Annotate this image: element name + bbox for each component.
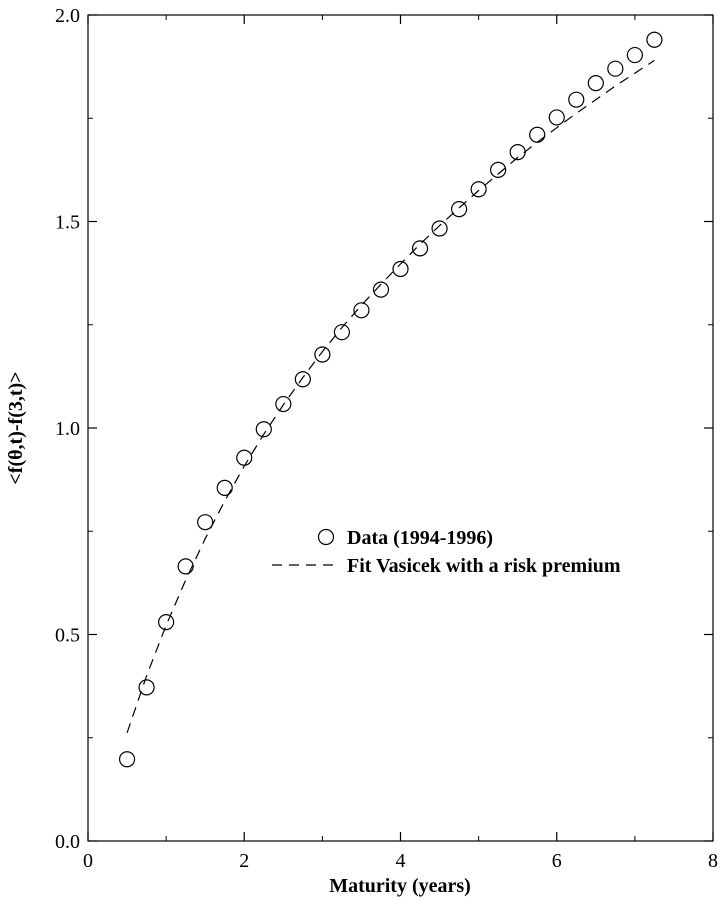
- y-tick-label: 0.5: [55, 625, 80, 647]
- data-point: [392, 260, 409, 278]
- data-point: [333, 324, 351, 341]
- data-point: [216, 479, 233, 496]
- data-point: [626, 46, 643, 64]
- x-tick-label: 8: [708, 850, 718, 872]
- data-point: [568, 91, 585, 108]
- data-point: [275, 395, 292, 413]
- y-axis-title: <f(θ,t)-f(3,t)>: [5, 371, 27, 484]
- legend-marker-data: [317, 528, 335, 546]
- x-axis-ticks: 0 2 4 6 8: [83, 15, 718, 872]
- data-point: [177, 558, 194, 575]
- legend-label-data: Data (1994-1996): [347, 527, 493, 549]
- y-axis-ticks: 0.0 0.5 1.0 1.5 2.0: [55, 5, 713, 853]
- data-point: [138, 679, 155, 696]
- data-point: [450, 201, 468, 218]
- data-point: [294, 371, 311, 388]
- x-axis-title: Maturity (years): [329, 875, 471, 897]
- data-point: [431, 220, 448, 237]
- data-point: [470, 181, 487, 198]
- data-point: [314, 346, 331, 363]
- data-point: [236, 449, 253, 466]
- data-point: [607, 60, 624, 77]
- series-layer: [118, 31, 663, 768]
- data-point: [490, 161, 507, 178]
- data-point: [548, 109, 565, 126]
- legend-label-fit: Fit Vasicek with a risk premium: [347, 555, 621, 577]
- data-point: [587, 75, 604, 92]
- data-point: [197, 514, 214, 531]
- y-tick-label: 1.5: [55, 212, 80, 234]
- y-tick-label: 2.0: [55, 5, 80, 27]
- data-point: [372, 281, 390, 298]
- x-tick-label: 2: [239, 850, 249, 872]
- data-point: [118, 751, 136, 768]
- data-point: [509, 144, 526, 161]
- fit-line: [126, 59, 655, 733]
- data-point: [411, 240, 429, 257]
- data-point: [353, 302, 370, 319]
- y-tick-label: 0.0: [55, 831, 80, 853]
- data-point: [646, 31, 663, 48]
- plot-frame: [87, 14, 714, 842]
- data-point: [255, 421, 272, 438]
- legend: Data (1994-1996) Fit Vasicek with a risk…: [272, 527, 621, 577]
- y-tick-label: 1.0: [55, 418, 80, 440]
- x-tick-label: 0: [83, 850, 93, 872]
- x-tick-label: 6: [552, 850, 562, 872]
- x-tick-label: 4: [396, 850, 406, 872]
- data-point: [158, 614, 175, 631]
- data-point: [529, 126, 546, 143]
